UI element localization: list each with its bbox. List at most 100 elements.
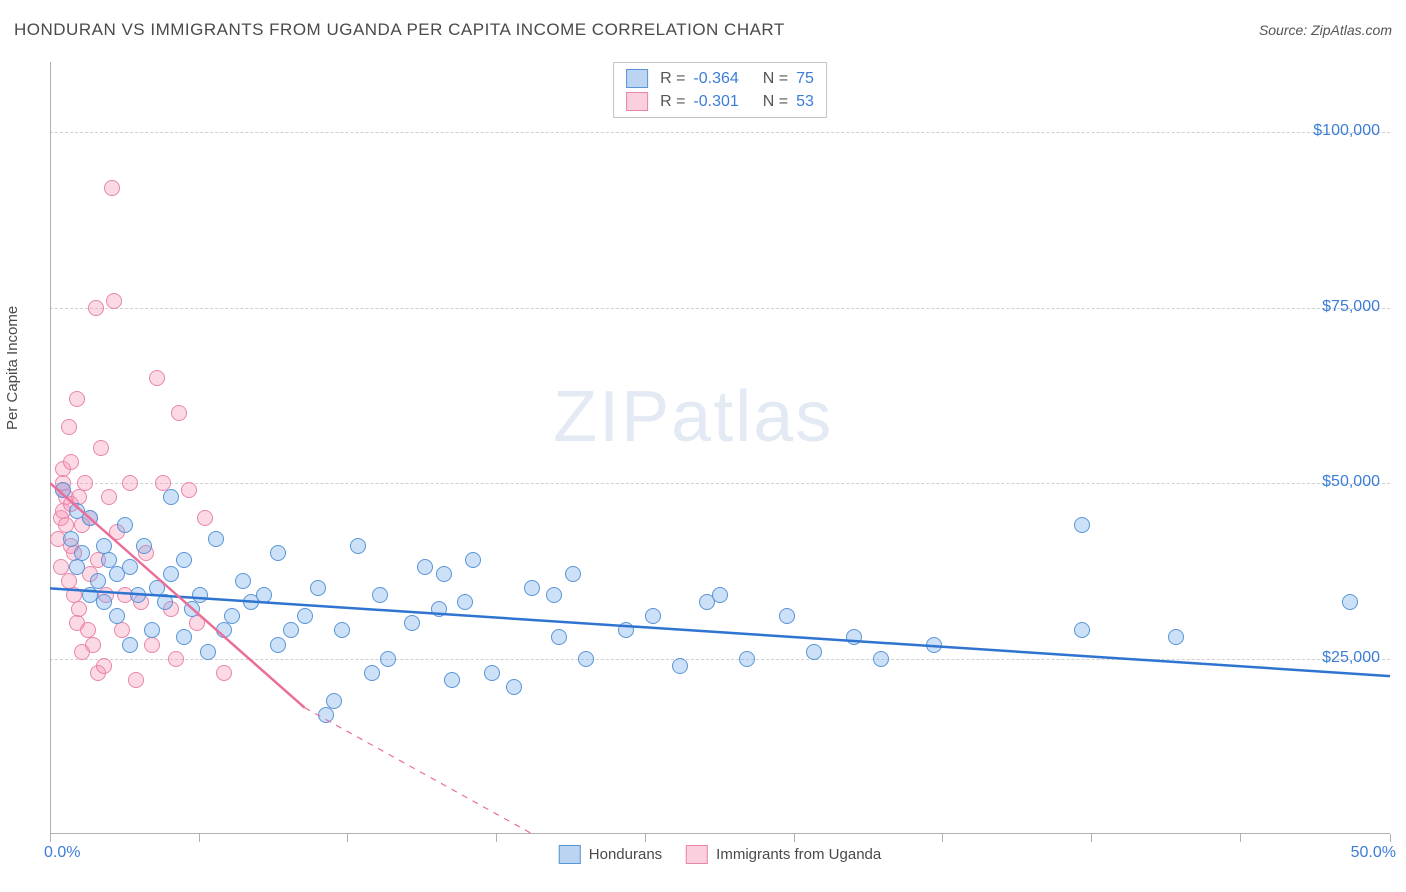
data-point-honduran <box>310 580 326 596</box>
stats-legend-row: R =-0.364N =75 <box>626 67 814 90</box>
data-point-honduran <box>235 573 251 589</box>
data-point-honduran <box>334 622 350 638</box>
data-point-honduran <box>200 644 216 660</box>
data-point-honduran <box>618 622 634 638</box>
watermark: ZIPatlas <box>553 376 833 458</box>
data-point-honduran <box>350 538 366 554</box>
legend-item: Hondurans <box>559 845 662 864</box>
data-point-uganda <box>197 510 213 526</box>
data-point-honduran <box>672 658 688 674</box>
x-tick <box>496 834 497 842</box>
y-tick-label: $25,000 <box>1322 649 1380 667</box>
y-tick-label: $100,000 <box>1313 122 1380 140</box>
data-point-honduran <box>372 587 388 603</box>
data-point-honduran <box>270 637 286 653</box>
data-point-honduran <box>417 559 433 575</box>
data-point-honduran <box>192 587 208 603</box>
x-tick <box>1240 834 1241 842</box>
data-point-uganda <box>128 672 144 688</box>
legend-swatch <box>686 845 708 864</box>
data-point-uganda <box>181 482 197 498</box>
y-tick-label: $50,000 <box>1322 473 1380 491</box>
data-point-uganda <box>106 293 122 309</box>
data-point-honduran <box>546 587 562 603</box>
data-point-uganda <box>88 300 104 316</box>
x-tick <box>1091 834 1092 842</box>
legend-label: Immigrants from Uganda <box>716 846 881 863</box>
n-label: N = <box>763 70 788 88</box>
data-point-honduran <box>122 559 138 575</box>
data-point-honduran <box>645 608 661 624</box>
data-point-uganda <box>149 370 165 386</box>
x-tick <box>1390 834 1391 842</box>
data-point-honduran <box>779 608 795 624</box>
data-point-honduran <box>163 489 179 505</box>
data-point-honduran <box>96 594 112 610</box>
x-tick <box>347 834 348 842</box>
data-point-honduran <box>846 629 862 645</box>
data-point-uganda <box>101 489 117 505</box>
stats-legend: R =-0.364N =75R =-0.301N =53 <box>613 62 827 118</box>
data-point-honduran <box>122 637 138 653</box>
data-point-uganda <box>122 475 138 491</box>
data-point-honduran <box>926 637 942 653</box>
data-point-honduran <box>270 545 286 561</box>
data-point-honduran <box>326 693 342 709</box>
data-point-honduran <box>109 608 125 624</box>
x-tick <box>199 834 200 842</box>
data-point-uganda <box>93 440 109 456</box>
data-point-honduran <box>55 482 71 498</box>
x-min-label: 0.0% <box>44 844 80 862</box>
data-point-honduran <box>436 566 452 582</box>
scatter-chart: ZIPatlas $25,000$50,000$75,000$100,0000.… <box>50 62 1390 834</box>
gridline <box>50 483 1390 484</box>
data-point-honduran <box>364 665 380 681</box>
legend-swatch <box>626 69 648 88</box>
data-point-honduran <box>565 566 581 582</box>
y-axis-line <box>50 62 51 834</box>
data-point-honduran <box>1074 517 1090 533</box>
data-point-honduran <box>69 559 85 575</box>
x-axis-line <box>50 833 1390 834</box>
data-point-uganda <box>61 419 77 435</box>
data-point-uganda <box>216 665 232 681</box>
data-point-honduran <box>144 622 160 638</box>
data-point-honduran <box>380 651 396 667</box>
data-point-honduran <box>90 573 106 589</box>
x-tick <box>50 834 51 842</box>
data-point-honduran <box>224 608 240 624</box>
x-tick <box>794 834 795 842</box>
data-point-honduran <box>873 651 889 667</box>
x-tick <box>645 834 646 842</box>
data-point-honduran <box>256 587 272 603</box>
gridline <box>50 659 1390 660</box>
stats-legend-row: R =-0.301N =53 <box>626 90 814 113</box>
data-point-honduran <box>176 552 192 568</box>
data-point-uganda <box>171 405 187 421</box>
data-point-uganda <box>71 601 87 617</box>
data-point-uganda <box>69 391 85 407</box>
data-point-uganda <box>144 637 160 653</box>
data-point-honduran <box>431 601 447 617</box>
data-point-uganda <box>96 658 112 674</box>
data-point-honduran <box>578 651 594 667</box>
data-point-honduran <box>712 587 728 603</box>
r-value: -0.301 <box>693 93 738 111</box>
data-point-uganda <box>104 180 120 196</box>
data-point-honduran <box>283 622 299 638</box>
data-point-honduran <box>1168 629 1184 645</box>
legend-item: Immigrants from Uganda <box>686 845 881 864</box>
data-point-honduran <box>216 622 232 638</box>
data-point-honduran <box>117 517 133 533</box>
data-point-honduran <box>82 510 98 526</box>
data-point-uganda <box>77 475 93 491</box>
y-axis-label: Per Capita Income <box>4 306 21 430</box>
data-point-honduran <box>74 545 90 561</box>
y-tick-label: $75,000 <box>1322 298 1380 316</box>
data-point-honduran <box>404 615 420 631</box>
gridline <box>50 308 1390 309</box>
x-max-label: 50.0% <box>1351 844 1396 862</box>
data-point-honduran <box>136 538 152 554</box>
header: HONDURAN VS IMMIGRANTS FROM UGANDA PER C… <box>14 20 1392 40</box>
source-attribution: Source: ZipAtlas.com <box>1259 22 1392 38</box>
